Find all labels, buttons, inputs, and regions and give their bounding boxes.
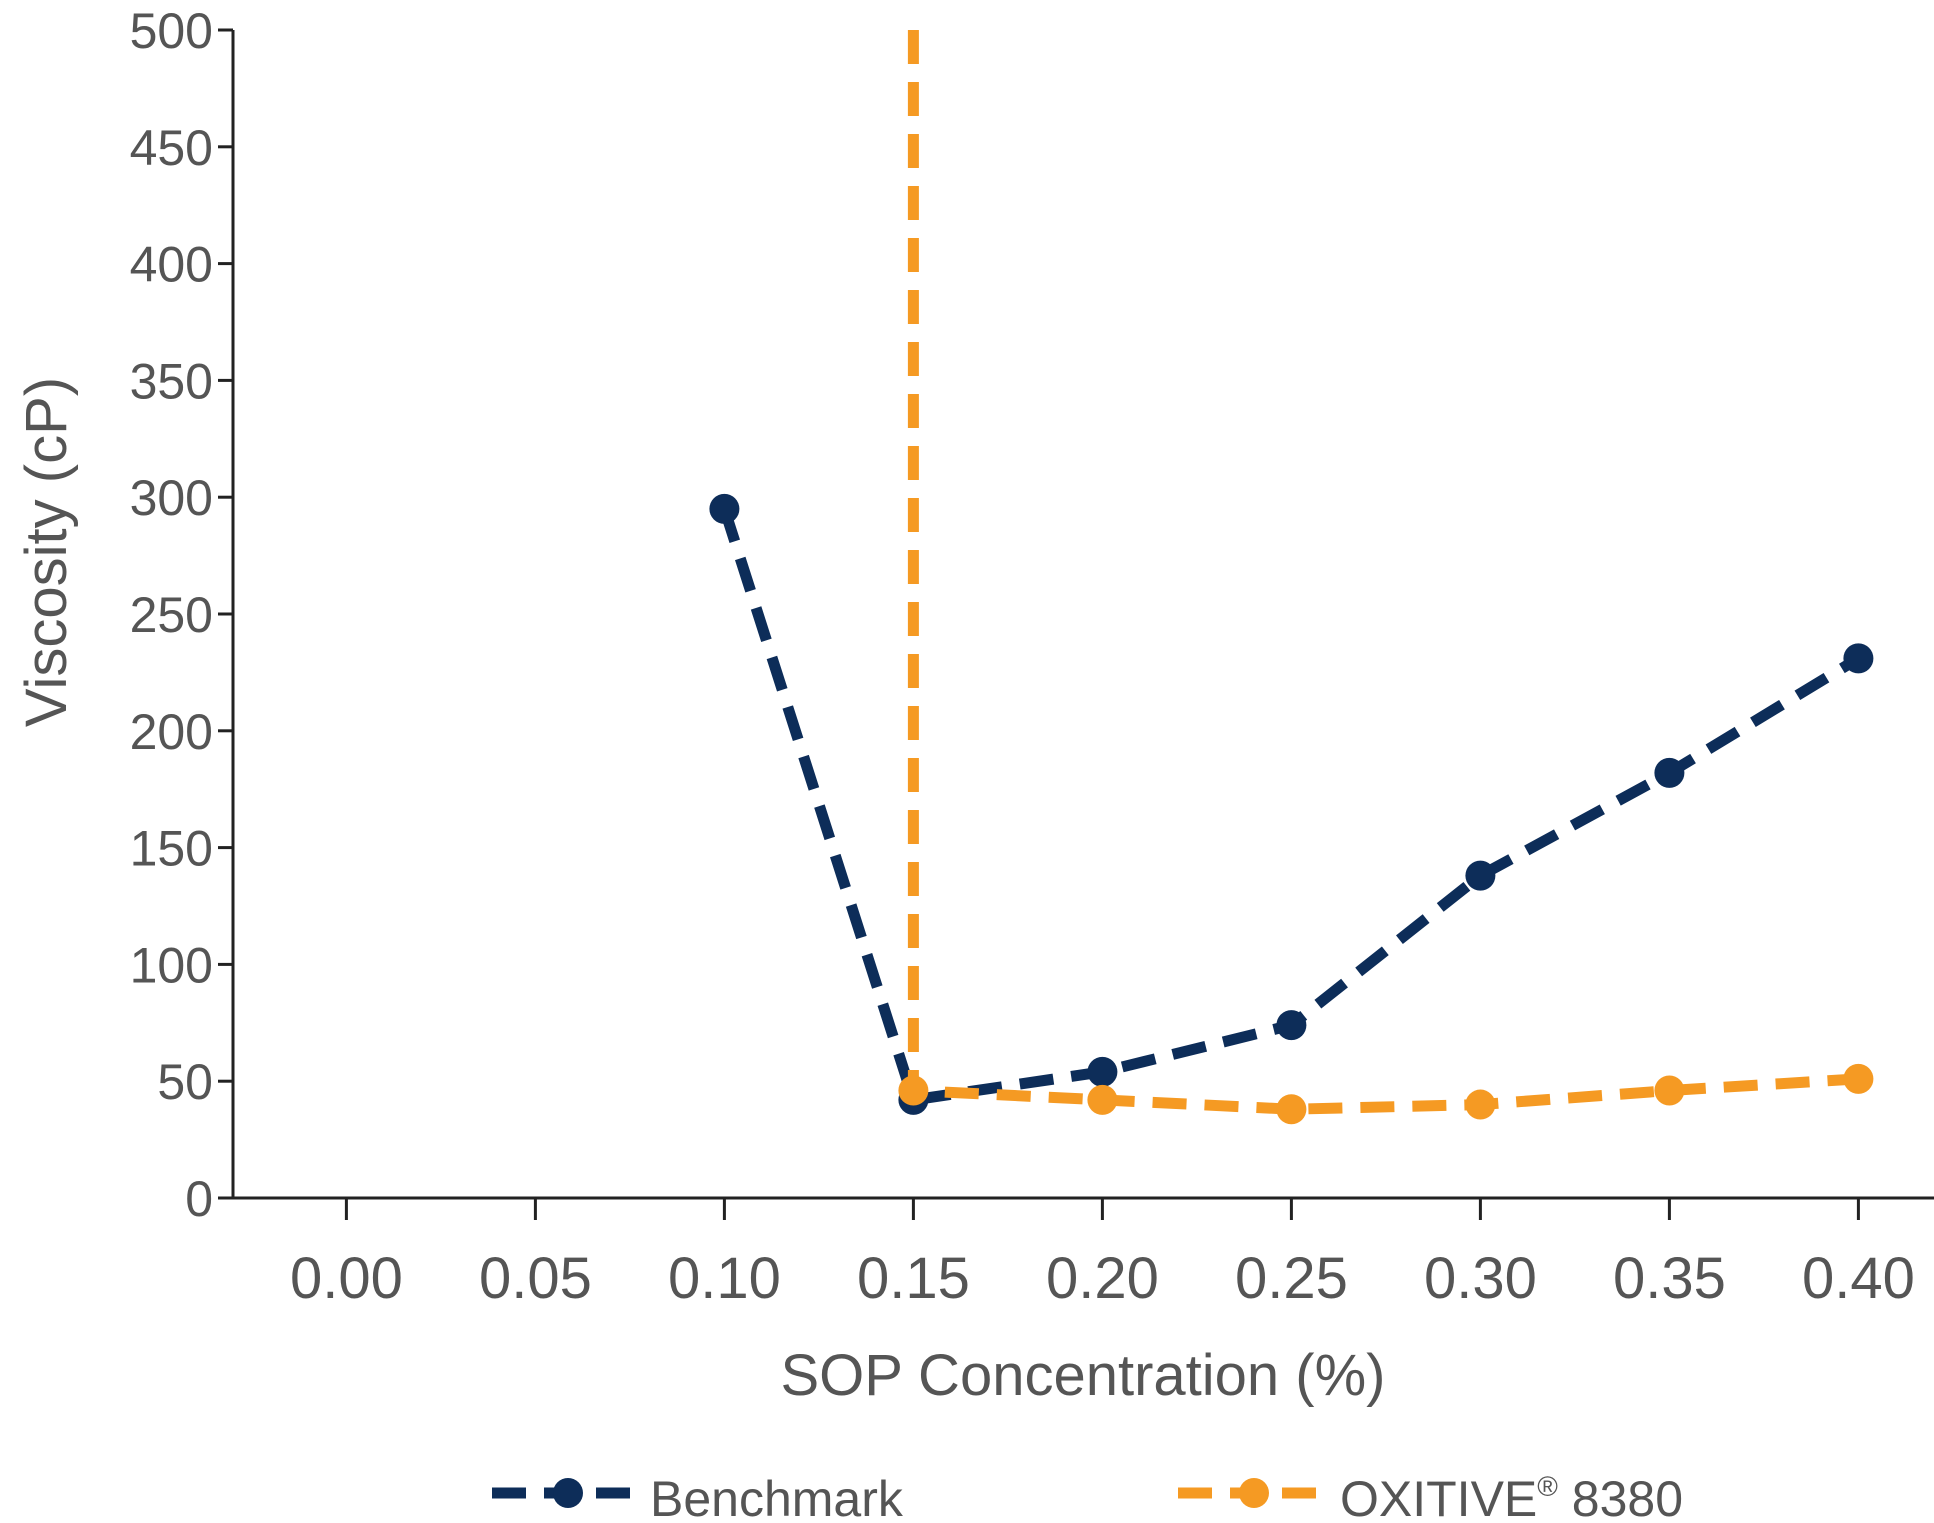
- y-tick-label: 300: [130, 470, 213, 526]
- y-tick-label: 500: [130, 3, 213, 59]
- data-point-benchmark: [1843, 643, 1874, 674]
- data-point-benchmark: [1654, 757, 1685, 788]
- data-point-oxitive: [1654, 1075, 1685, 1106]
- data-point-oxitive: [1087, 1084, 1118, 1115]
- legend: Benchmark OXITIVE® 8380: [492, 1471, 1683, 1523]
- legend-label-oxitive-suffix: 8380: [1558, 1471, 1683, 1523]
- data-point-benchmark: [1087, 1056, 1118, 1087]
- axes: [231, 30, 1934, 1200]
- legend-label-oxitive-name: OXITIVE: [1340, 1471, 1537, 1523]
- data-point-oxitive: [1276, 1094, 1307, 1125]
- x-tick-label: 0.10: [668, 1246, 781, 1311]
- x-tick-label: 0.15: [857, 1246, 970, 1311]
- series-layer: [709, 30, 1874, 1125]
- y-tick-label: 200: [130, 704, 213, 760]
- x-tick-label: 0.40: [1802, 1246, 1915, 1311]
- legend-marker-benchmark: [553, 1478, 583, 1508]
- x-tick-label: 0.00: [290, 1246, 403, 1311]
- data-point-oxitive: [898, 1075, 929, 1106]
- legend-item-benchmark: Benchmark: [492, 1471, 904, 1523]
- y-axis-title: Viscosity (cP): [14, 377, 79, 727]
- y-tick-label: 350: [130, 353, 213, 409]
- series-oxitive: [898, 30, 1874, 1125]
- series-line-oxitive: [907, 30, 1859, 1115]
- legend-marker-oxitive: [1239, 1478, 1269, 1508]
- y-tick-label: 100: [130, 937, 213, 993]
- y-tick-label: 0: [185, 1171, 213, 1227]
- y-tick-label: 400: [130, 237, 213, 293]
- x-axis-title: SOP Concentration (%): [781, 1343, 1386, 1408]
- legend-label-oxitive: OXITIVE® 8380: [1340, 1471, 1683, 1523]
- x-tick-label: 0.30: [1424, 1246, 1537, 1311]
- legend-item-oxitive: OXITIVE® 8380: [1178, 1471, 1683, 1523]
- y-axis-ticks: 0 50 100 150 200 250 300 350 400 450 500: [130, 3, 233, 1227]
- data-point-benchmark: [709, 493, 740, 524]
- y-tick-label: 450: [130, 120, 213, 176]
- series-benchmark: [709, 493, 1874, 1115]
- x-tick-label: 0.20: [1046, 1246, 1159, 1311]
- y-tick-label: 150: [130, 821, 213, 877]
- x-tick-label: 0.35: [1613, 1246, 1726, 1311]
- data-point-oxitive: [1843, 1063, 1874, 1094]
- x-tick-label: 0.05: [479, 1246, 592, 1311]
- x-axis-ticks: 0.00 0.05 0.10 0.15 0.20 0.25 0.30 0.35 0.40: [290, 1198, 1915, 1311]
- y-tick-label: 50: [157, 1054, 213, 1110]
- data-point-oxitive: [1465, 1089, 1496, 1120]
- x-tick-label: 0.25: [1235, 1246, 1348, 1311]
- legend-label-benchmark: Benchmark: [650, 1471, 904, 1523]
- data-point-benchmark: [1465, 860, 1496, 891]
- data-point-benchmark: [1276, 1010, 1307, 1041]
- y-tick-label: 250: [130, 587, 213, 643]
- legend-label-oxitive-superscript: ®: [1537, 1471, 1558, 1502]
